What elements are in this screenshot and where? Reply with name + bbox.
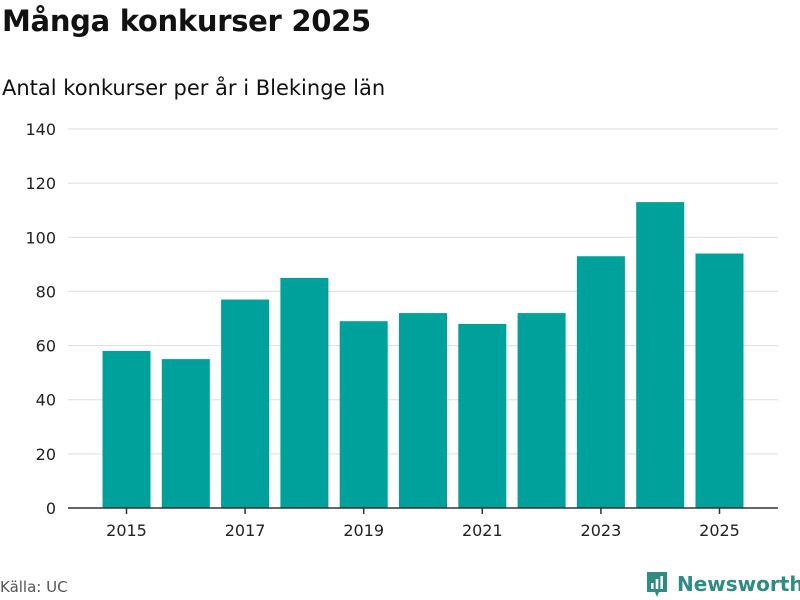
bar	[339, 321, 388, 508]
chart-title: Många konkurser 2025	[2, 4, 371, 38]
y-tick-label: 80	[36, 282, 56, 301]
y-tick-label: 60	[36, 337, 56, 356]
bar	[161, 359, 210, 508]
y-tick-label: 100	[25, 228, 56, 247]
y-tick-label: 20	[36, 445, 56, 464]
bar	[517, 313, 566, 508]
chart-subtitle: Antal konkurser per år i Blekinge län	[2, 76, 386, 100]
bar	[221, 299, 270, 508]
x-tick-label: 2023	[581, 521, 622, 540]
bar-chart: 0 20 40 60 80 100 120 140 2015 2017 2019 2021 2023 20…	[25, 120, 778, 540]
x-tick-label: 2019	[343, 521, 384, 540]
y-tick-label: 120	[25, 174, 56, 193]
newsworthy-logo-icon	[647, 572, 667, 597]
x-tick-label: 2017	[225, 521, 266, 540]
bar	[695, 253, 744, 508]
bar	[102, 350, 151, 508]
x-tick-label: 2021	[462, 521, 503, 540]
brand-name: Newsworthy	[677, 572, 800, 596]
bar	[576, 256, 625, 508]
y-tick-label: 40	[36, 391, 56, 410]
bar	[636, 202, 685, 509]
bar	[280, 277, 329, 508]
x-tick-label: 2015	[106, 521, 147, 540]
x-tick-label: 2025	[699, 521, 740, 540]
source-note: Källa: UC	[0, 578, 68, 596]
y-tick-label: 0	[46, 499, 56, 518]
y-tick-label: 140	[25, 120, 56, 139]
bar	[399, 313, 447, 508]
bar	[458, 323, 507, 508]
newsworthy-logo: Newsworthy	[644, 568, 800, 600]
